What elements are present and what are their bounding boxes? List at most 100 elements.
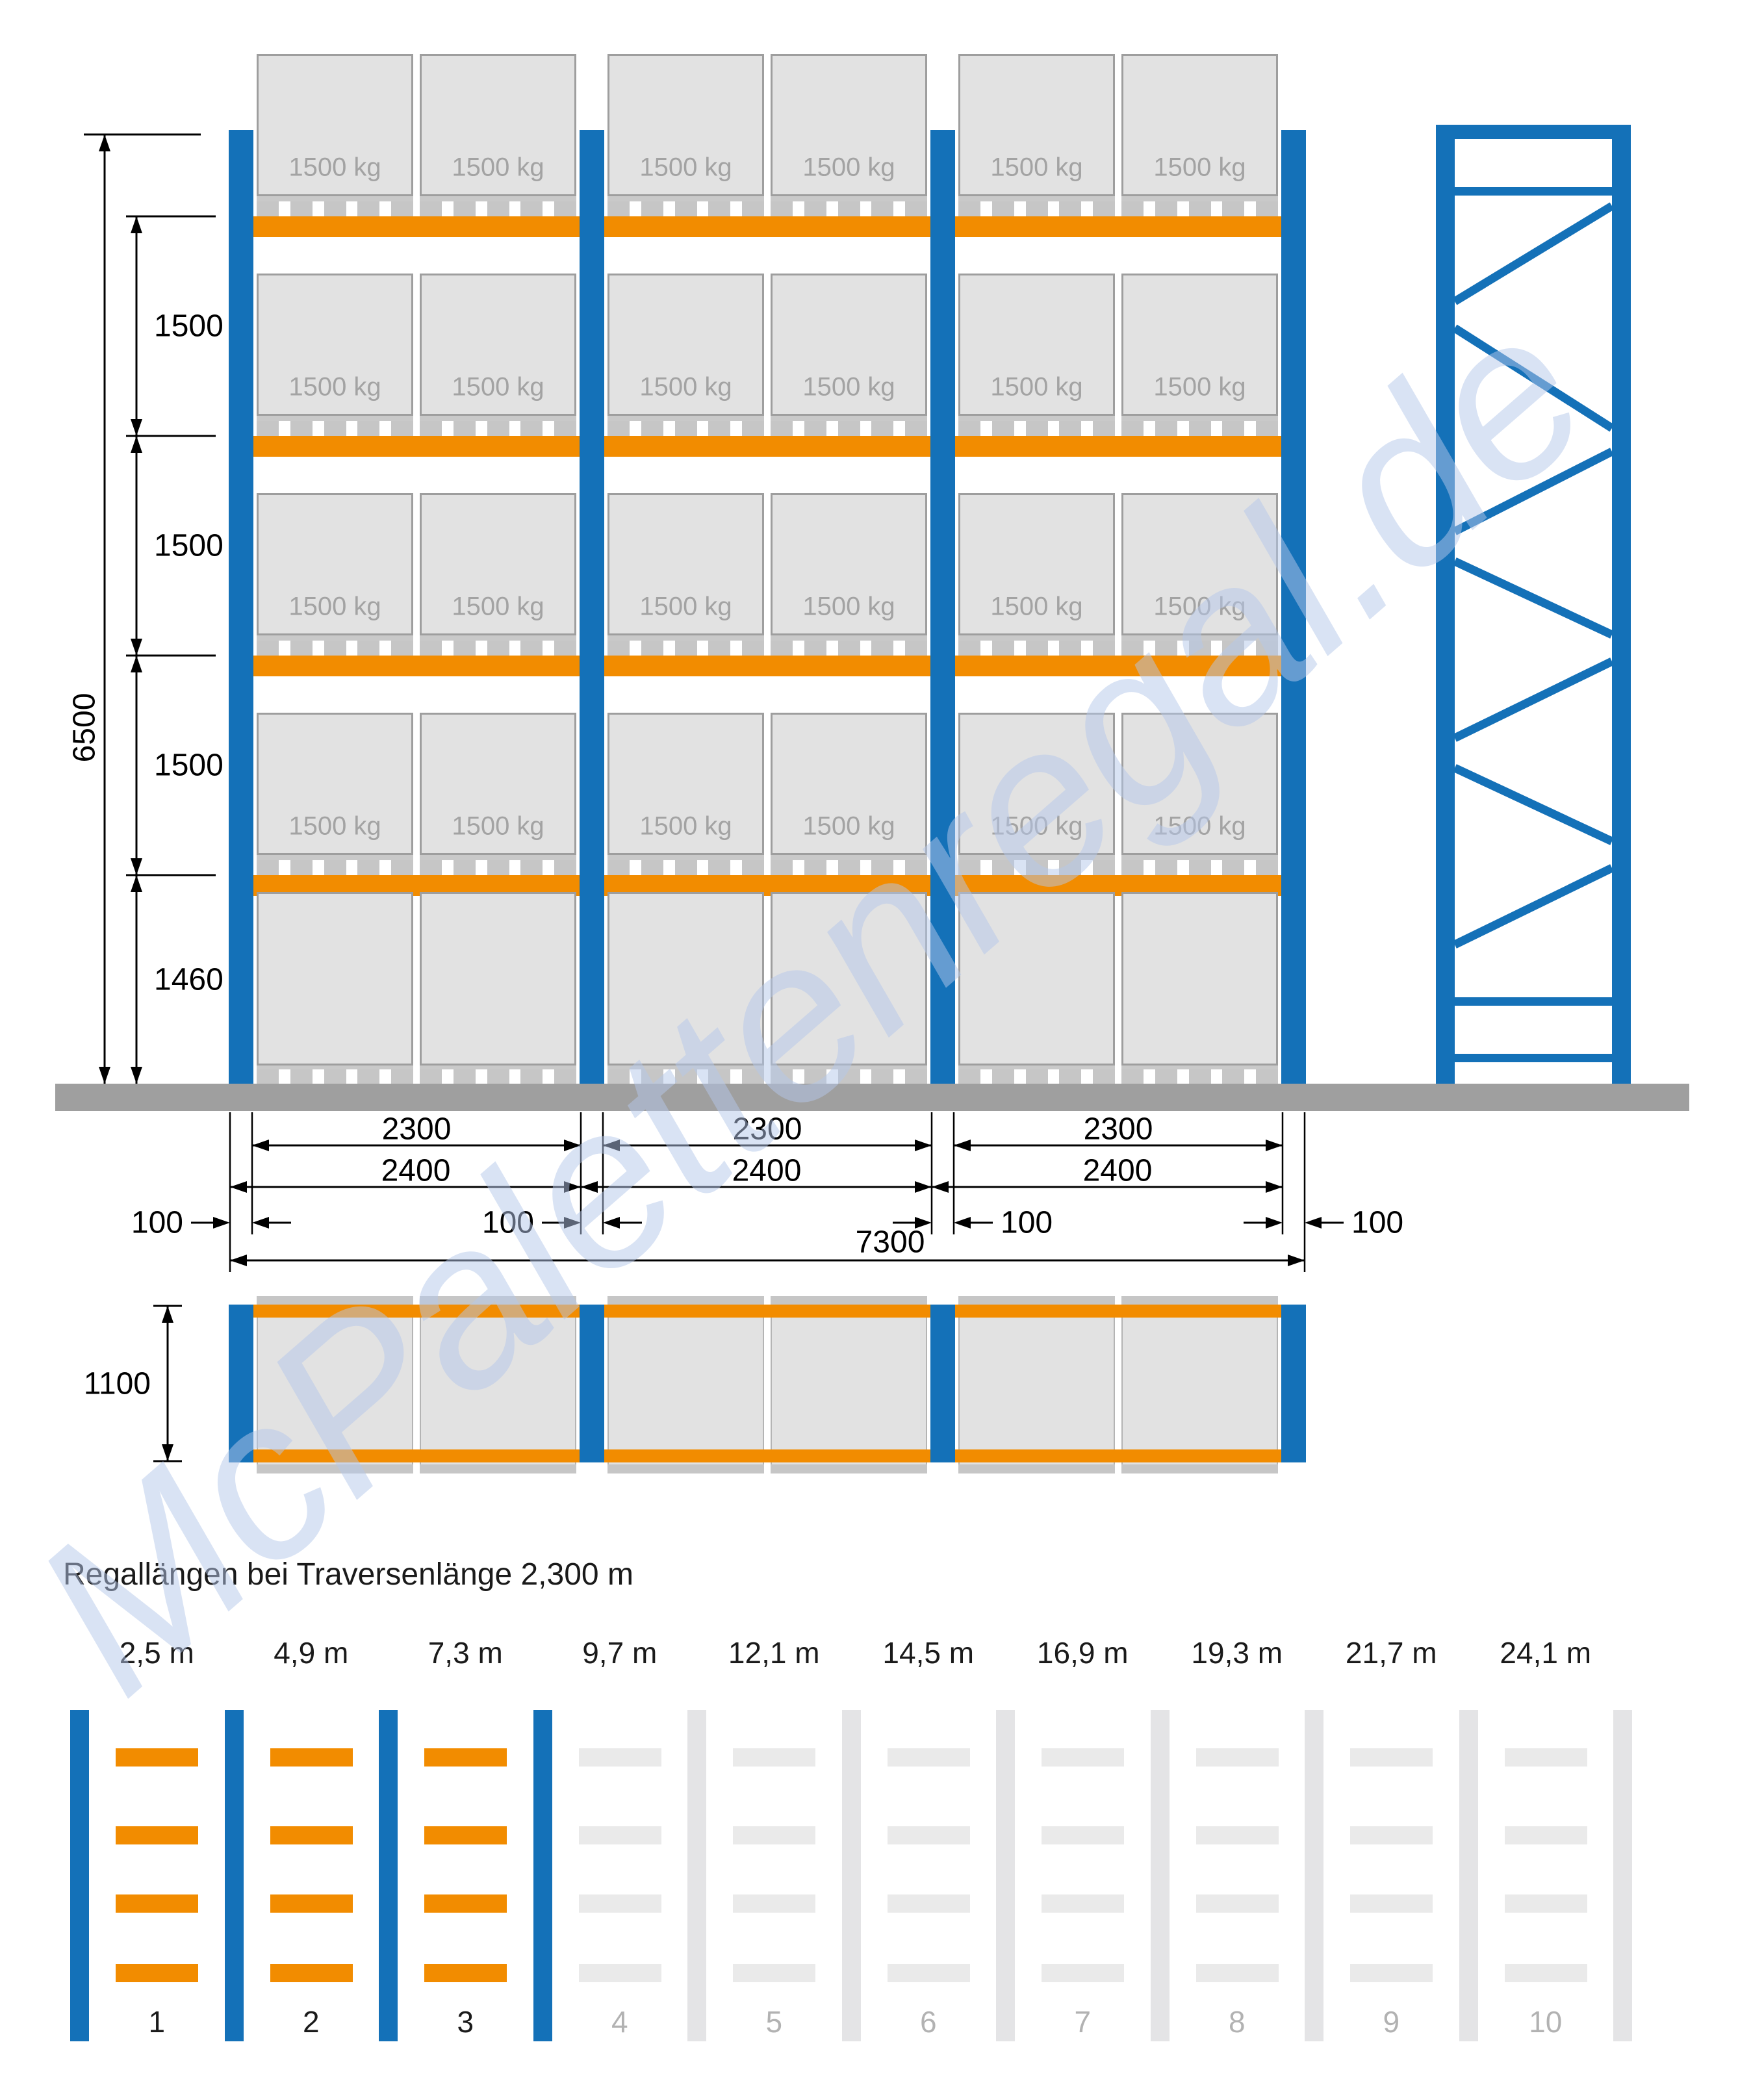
dim-arrowhead: [1266, 1217, 1283, 1229]
pallet-foot: [641, 860, 663, 875]
chart-bay-number: 5: [765, 2005, 783, 2039]
chart-beam: [116, 1894, 198, 1913]
chart-bay-number: 1: [148, 2005, 166, 2039]
chart-beam: [1350, 1748, 1433, 1767]
chart-title: Regallängen bei Traversenlänge 2,300 m: [63, 1557, 633, 1592]
topview-beam: [253, 1449, 580, 1462]
chart-beam: [270, 1894, 353, 1913]
chart-length-label: 9,7 m: [582, 1636, 658, 1670]
pallet-box: [958, 54, 1115, 196]
chart-beam: [578, 1748, 661, 1767]
pallet-foot: [771, 641, 793, 656]
pallet-foot: [453, 641, 476, 656]
pallet-box: [420, 713, 576, 855]
dim-post-width: 100: [1001, 1205, 1053, 1240]
side-frame-diagonal-brace: [1453, 557, 1614, 639]
chart-beam: [1195, 1894, 1279, 1913]
dim-level-height: 1500: [154, 748, 224, 783]
topview-pallet: [771, 1296, 927, 1473]
chart-post: [1459, 1710, 1478, 2041]
pallet-deck: [420, 196, 576, 201]
dim-arrowhead: [131, 216, 142, 233]
topview-pallet-edge: [958, 1296, 1115, 1305]
pallet-box: [257, 274, 413, 416]
chart-beam: [1504, 1748, 1587, 1767]
pallet-load-label: 1500 kg: [452, 372, 544, 402]
topview-pallet-edge: [771, 1296, 927, 1305]
pallet-foot: [290, 1069, 313, 1084]
dim-level-height: 1500: [154, 528, 224, 563]
pallet-foot: [324, 641, 346, 656]
pallet-foot: [1155, 421, 1177, 436]
pallet-load-label: 1500 kg: [990, 592, 1083, 621]
topview-post: [930, 1305, 955, 1462]
pallet-foot: [357, 201, 380, 216]
pallet-deck: [958, 196, 1115, 201]
pallet-foot: [742, 421, 764, 436]
pallet-foot: [1059, 201, 1082, 216]
pallet-box: [1121, 54, 1278, 196]
pallet-deck: [420, 635, 576, 641]
pallet-foot: [1188, 421, 1211, 436]
pallet-foot: [453, 421, 476, 436]
pallet-foot: [991, 421, 1014, 436]
pallet-load-label: 1500 kg: [802, 811, 895, 841]
side-frame-horizontal-brace: [1455, 1054, 1612, 1062]
pallet-foot: [453, 201, 476, 216]
pallet-deck: [257, 416, 413, 421]
pallet-load-label: 1500 kg: [639, 811, 732, 841]
pallet-foot: [837, 421, 860, 436]
topview-pallet: [1121, 1296, 1278, 1473]
side-frame-diagonal-brace: [1453, 764, 1614, 845]
topview-beam: [253, 1305, 580, 1318]
pallet-deck: [771, 196, 927, 201]
pallet-foot: [958, 1069, 980, 1084]
pallet-deck: [1121, 855, 1278, 860]
pallet-foot: [771, 421, 793, 436]
chart-beam: [1195, 1964, 1279, 1982]
chart-beam: [116, 1964, 198, 1982]
topview-pallet: [257, 1296, 413, 1473]
chart-beam: [116, 1748, 198, 1767]
pallet-foot: [708, 641, 731, 656]
chart-beam: [424, 1826, 507, 1844]
pallet-foot: [1025, 1069, 1048, 1084]
topview-pallet-edge: [607, 1464, 764, 1473]
topview-pallet-edge: [257, 1464, 413, 1473]
pallet-box: [607, 713, 764, 855]
dim-arrowhead: [230, 1255, 247, 1266]
pallet-load-label: 1500 kg: [639, 592, 732, 621]
pallet-box: [257, 54, 413, 196]
dim-bay-clear: 2300: [1083, 1112, 1153, 1147]
pallet-foot: [357, 421, 380, 436]
chart-post: [1150, 1710, 1170, 2041]
pallet-deck: [257, 1065, 413, 1069]
chart-beam: [1042, 1894, 1124, 1913]
pallet-load-label: 1500 kg: [802, 592, 895, 621]
pallet-foot: [1121, 860, 1144, 875]
pallet-box: [420, 493, 576, 635]
pallet-foot: [1222, 201, 1245, 216]
chart-bay-number: 2: [302, 2005, 320, 2039]
chart-beam: [116, 1826, 198, 1844]
pallet-foot: [290, 201, 313, 216]
pallet-foot: [607, 421, 630, 436]
front-post: [1281, 130, 1306, 1084]
pallet-foot: [674, 201, 697, 216]
chart-beam: [1042, 1826, 1124, 1844]
pallet-box: [1121, 713, 1278, 855]
dim-arrowhead: [131, 639, 142, 656]
pallet-load-label: 1500 kg: [1153, 372, 1246, 402]
chart-beam: [578, 1964, 661, 1982]
pallet-foot: [804, 860, 826, 875]
pallet-foot: [1093, 641, 1115, 656]
chart-beam: [1350, 1894, 1433, 1913]
pallet-load-label: 1500 kg: [639, 372, 732, 402]
chart-beam: [270, 1748, 353, 1767]
pallet-foot: [771, 1069, 793, 1084]
chart-beam: [733, 1826, 815, 1844]
pallet-deck: [607, 635, 764, 641]
topview-pallet-edge: [420, 1296, 576, 1305]
pallet-foot: [871, 641, 894, 656]
